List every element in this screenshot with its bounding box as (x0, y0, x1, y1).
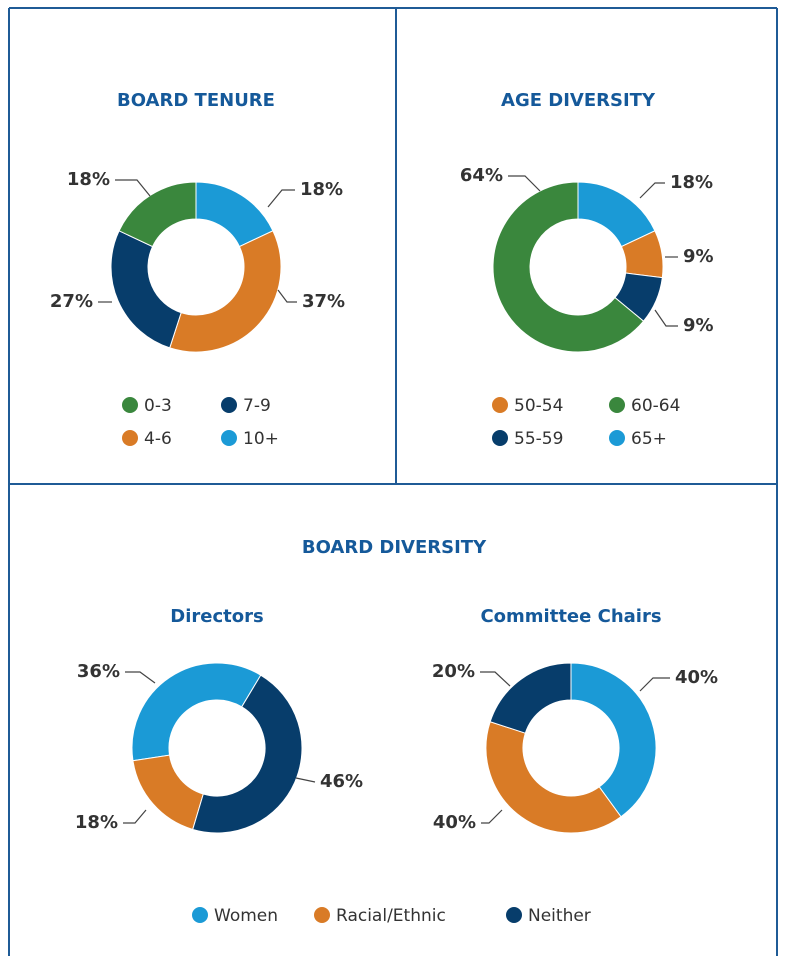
legend-label: Women (214, 906, 278, 926)
leader-line (639, 677, 670, 692)
legend-swatch (609, 430, 625, 446)
data-label: 20% (432, 661, 475, 682)
legend-swatch (609, 397, 625, 413)
data-label: 40% (675, 667, 718, 688)
data-label: 9% (683, 246, 714, 267)
legend-label: 55-59 (514, 429, 563, 449)
data-label: 46% (320, 771, 363, 792)
data-label: 18% (75, 812, 118, 833)
leader-line (480, 671, 511, 687)
leader-line (639, 182, 665, 199)
legend-label: 0-3 (144, 396, 172, 416)
legend-label: Racial/Ethnic (336, 906, 446, 926)
data-label: 64% (460, 165, 503, 186)
chart-subtitle: Directors (170, 606, 263, 627)
leader-line (481, 809, 503, 824)
data-label: 18% (670, 172, 713, 193)
chart-subtitle: Committee Chairs (480, 606, 661, 627)
data-label: 18% (300, 179, 343, 200)
legend-swatch (122, 397, 138, 413)
leader-line (125, 671, 156, 684)
chart-title: BOARD TENURE (117, 90, 275, 111)
data-label: 18% (67, 169, 110, 190)
donut-segment (485, 721, 622, 834)
legend-label: 4-6 (144, 429, 172, 449)
legend-label: 50-54 (514, 396, 563, 416)
donut-segment (570, 662, 657, 818)
donut-segment (169, 230, 282, 353)
chart-title: BOARD DIVERSITY (302, 537, 487, 558)
legend-label: 65+ (631, 429, 667, 449)
data-label: 9% (683, 315, 714, 336)
chart-title: AGE DIVERSITY (501, 90, 656, 111)
legend-swatch (221, 430, 237, 446)
legend-swatch (221, 397, 237, 413)
leader-line (277, 289, 297, 303)
data-label: 37% (302, 291, 345, 312)
legend-label: 60-64 (631, 396, 680, 416)
donut-segment (492, 181, 645, 353)
legend-label: 7-9 (243, 396, 271, 416)
donut-segment (132, 754, 204, 831)
legend-swatch (122, 430, 138, 446)
legend-label: 10+ (243, 429, 279, 449)
leader-line (654, 309, 678, 327)
leader-line (267, 189, 295, 208)
leader-line (508, 175, 541, 192)
legend-swatch (192, 907, 208, 923)
donut-segment (110, 230, 182, 349)
data-label: 36% (77, 661, 120, 682)
legend-swatch (506, 907, 522, 923)
data-label: 27% (50, 291, 93, 312)
donut-segment (118, 181, 197, 248)
donut-segment (192, 674, 303, 834)
legend-swatch (492, 430, 508, 446)
legend-swatch (314, 907, 330, 923)
leader-line (123, 809, 147, 824)
data-label: 40% (433, 812, 476, 833)
legend-label: Neither (528, 906, 591, 926)
leader-line (295, 777, 316, 783)
frame (8, 7, 778, 956)
donut-segment (131, 662, 262, 762)
donut-segment (489, 662, 572, 734)
leader-line (115, 179, 151, 197)
legend-swatch (492, 397, 508, 413)
